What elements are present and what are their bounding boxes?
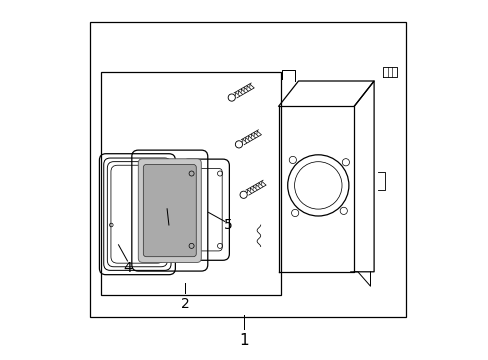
Text: 3: 3 bbox=[164, 225, 173, 239]
Text: 4: 4 bbox=[123, 261, 132, 275]
FancyBboxPatch shape bbox=[143, 165, 196, 257]
Text: 5: 5 bbox=[224, 218, 232, 232]
Text: 1: 1 bbox=[239, 333, 249, 348]
Bar bbox=[101, 72, 280, 295]
Text: 2: 2 bbox=[181, 297, 189, 311]
FancyBboxPatch shape bbox=[138, 159, 201, 262]
Bar bbox=[89, 22, 406, 317]
